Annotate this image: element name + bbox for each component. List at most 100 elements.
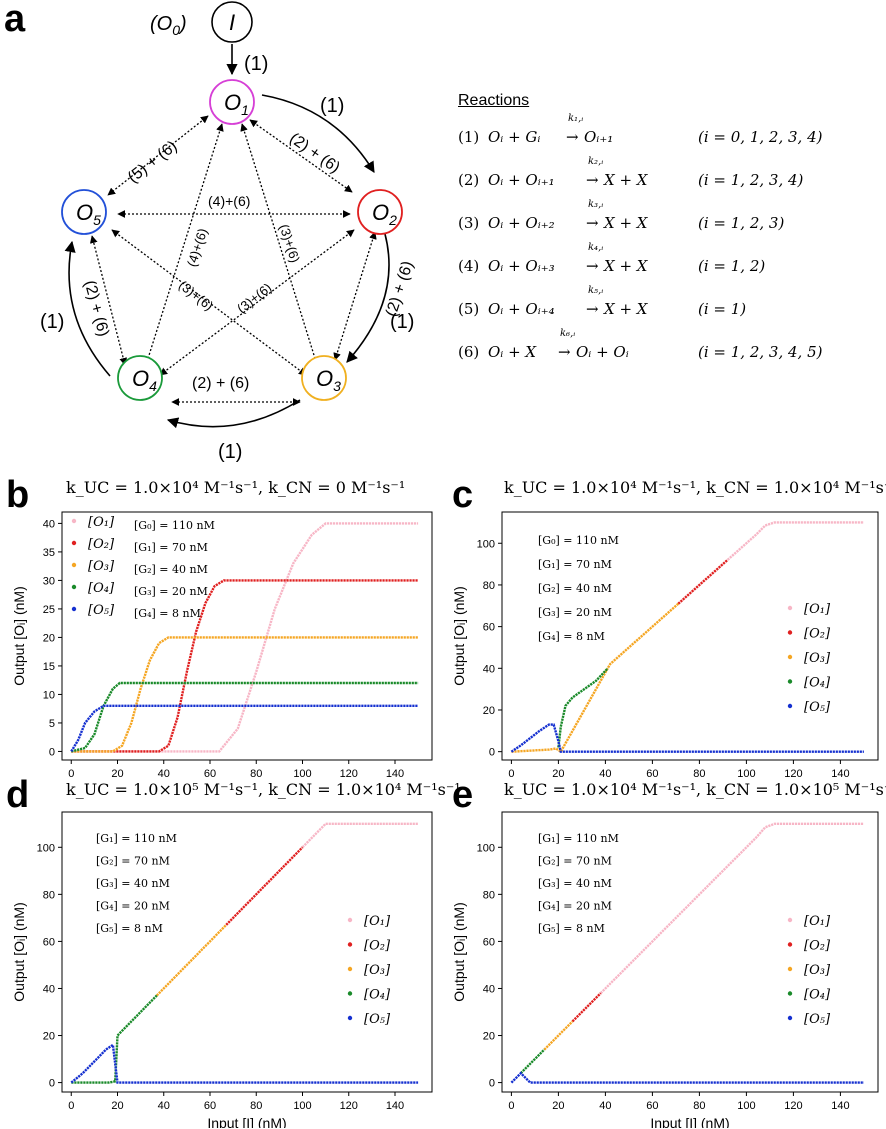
- reactions-header: Reactions: [458, 92, 530, 109]
- legend-entry: [O₃]: [804, 651, 831, 666]
- node-o4: O4: [117, 355, 163, 401]
- svg-text:I: I: [229, 10, 235, 35]
- x-axis-label: Input [I] (nM): [650, 1115, 729, 1128]
- legend-entry: [O₂]: [804, 627, 831, 642]
- legend-entry: [O₅]: [804, 1012, 831, 1027]
- reaction-lhs: Oᵢ + Gᵢ: [488, 128, 541, 146]
- y-tick-label: 40: [43, 983, 55, 995]
- reaction-rhs: X + X: [604, 214, 648, 232]
- series-2-line: [225, 846, 304, 926]
- reaction-condition: (i = 1, 2, 3, 4): [698, 171, 804, 189]
- svg-text:(3)+(6): (3)+(6): [276, 222, 302, 264]
- legend-entry: [O₄]: [88, 581, 115, 596]
- legend-marker: [787, 917, 793, 923]
- edge-o2-o3-label: (1): [390, 311, 414, 333]
- edge-o2-o3: [346, 233, 390, 363]
- legend-entry: [O₃]: [364, 963, 391, 978]
- chart-e-title: k_UC = 1.0×10⁴ M⁻¹s⁻¹, k_CN = 1.0×10⁵ M⁻…: [504, 780, 886, 799]
- x-tick-label: 0: [508, 1100, 514, 1112]
- x-tick-label: 20: [111, 1100, 123, 1112]
- reaction-5: (5) Oᵢ + Oᵢ₊₄ k₅,ᵢ → X + X (i = 1): [458, 285, 878, 343]
- svg-text:O3: O3: [316, 366, 341, 394]
- y-tick-label: 0: [49, 1078, 55, 1090]
- reaction-condition: (i = 1, 2): [698, 257, 766, 275]
- y-tick-label: 0: [49, 746, 55, 758]
- gate-label: [G₂] = 40 nM: [538, 582, 612, 595]
- svg-text:O4: O4: [132, 366, 157, 394]
- y-tick-label: 0: [489, 747, 495, 759]
- legend-marker: [787, 991, 793, 996]
- reaction-number: (4): [458, 257, 480, 275]
- x-tick-label: 40: [158, 1100, 170, 1112]
- reaction-number: (6): [458, 343, 480, 361]
- x-tick-label: 80: [250, 768, 262, 780]
- y-tick-label: 10: [43, 689, 55, 701]
- y-tick-label: 60: [483, 936, 495, 948]
- x-tick-label: 20: [111, 768, 123, 780]
- series-1-line: [599, 822, 864, 995]
- x-tick-label: 40: [599, 1100, 611, 1112]
- reaction-condition: (i = 1, 2, 3, 4, 5): [698, 343, 823, 361]
- y-tick-label: 60: [483, 622, 495, 634]
- gate-label: [G₄] = 8 nM: [538, 630, 605, 643]
- legend-marker: [347, 966, 353, 972]
- gate-label: [G₂] = 40 nM: [134, 563, 208, 576]
- series-4-line: [71, 994, 158, 1084]
- plot-frame: [61, 811, 433, 1093]
- legend-entry: [O₁]: [804, 914, 831, 929]
- y-axis-label: Output [Oᵢ] (nM): [451, 586, 467, 685]
- series-2-line: [571, 992, 602, 1023]
- network-diagram: I (O0) (1) (1) (1) (1) (1) (2) + (6) (2)…: [40, 1, 417, 463]
- x-tick-label: 100: [293, 768, 311, 780]
- x-tick-label: 120: [784, 1100, 802, 1112]
- reaction-number: (2): [458, 171, 480, 189]
- y-tick-label: 80: [483, 580, 495, 592]
- legend-marker: [71, 540, 77, 546]
- reaction-arrow: →: [586, 214, 599, 232]
- edge-o4-o5-label: (1): [40, 311, 64, 333]
- input-node: I: [211, 1, 253, 43]
- node-o2: O2: [357, 189, 403, 235]
- x-tick-label: 140: [831, 1100, 849, 1112]
- x-tick-label: 60: [646, 1100, 658, 1112]
- svg-text:(4)+(6): (4)+(6): [208, 193, 250, 209]
- legend-entry: [O₁]: [364, 914, 391, 929]
- svg-text:(2) + (6): (2) + (6): [81, 279, 112, 339]
- legend-entry: [O₂]: [364, 939, 391, 954]
- gate-label: [G₃] = 20 nM: [538, 606, 612, 619]
- reaction-1: (1) Oᵢ + Gᵢ k₁,ᵢ → Oᵢ₊₁ (i = 0, 1, 2, 3, 4): [458, 113, 878, 171]
- gate-label: [G₄] = 20 nM: [96, 900, 170, 913]
- reaction-condition: (i = 1): [698, 300, 747, 318]
- reaction-rate: k₅,ᵢ: [588, 285, 604, 296]
- y-axis-label: Output [Oᵢ] (nM): [451, 902, 467, 1001]
- reaction-rate: k₄,ᵢ: [588, 242, 604, 253]
- y-tick-label: 80: [43, 889, 55, 901]
- reaction-condition: (i = 0, 1, 2, 3, 4): [698, 128, 823, 146]
- reaction-arrow: →: [566, 128, 579, 146]
- legend-entry: [O₃]: [88, 559, 115, 574]
- svg-text:(2) + (6): (2) + (6): [192, 375, 249, 392]
- gate-label: [G₂] = 70 nM: [538, 855, 612, 868]
- gate-label: [G₁] = 70 nM: [538, 558, 612, 571]
- svg-text:(5) + (6): (5) + (6): [125, 138, 181, 187]
- edge-o3-o4-label: (1): [218, 441, 242, 463]
- gate-label: [G₃] = 40 nM: [538, 877, 612, 890]
- x-tick-label: 60: [204, 768, 216, 780]
- series-5-line: [510, 1071, 864, 1084]
- node-o3: O3: [301, 355, 347, 401]
- legend-marker: [787, 1015, 793, 1021]
- gate-label: [G₀] = 110 nM: [538, 534, 619, 547]
- chart-d-title: k_UC = 1.0×10⁵ M⁻¹s⁻¹, k_CN = 1.0×10⁴ M⁻…: [66, 780, 461, 799]
- y-tick-label: 20: [43, 632, 55, 644]
- reaction-lhs: Oᵢ + X: [488, 343, 537, 361]
- node-o5: O5: [61, 189, 107, 235]
- gate-label: [G₄] = 8 nM: [134, 607, 201, 620]
- x-tick-label: 80: [693, 1100, 705, 1112]
- legend-entry: [O₅]: [88, 603, 115, 618]
- chart-d: 0 20 40 60 80 100 120 140 0 20 40 60 80 100 Input [I] …: [11, 811, 433, 1128]
- svg-text:(2) + (6): (2) + (6): [286, 130, 343, 177]
- series-1-line: [301, 822, 419, 849]
- y-tick-label: 40: [483, 983, 495, 995]
- reaction-arrow: →: [586, 171, 599, 189]
- y-tick-label: 15: [43, 661, 55, 673]
